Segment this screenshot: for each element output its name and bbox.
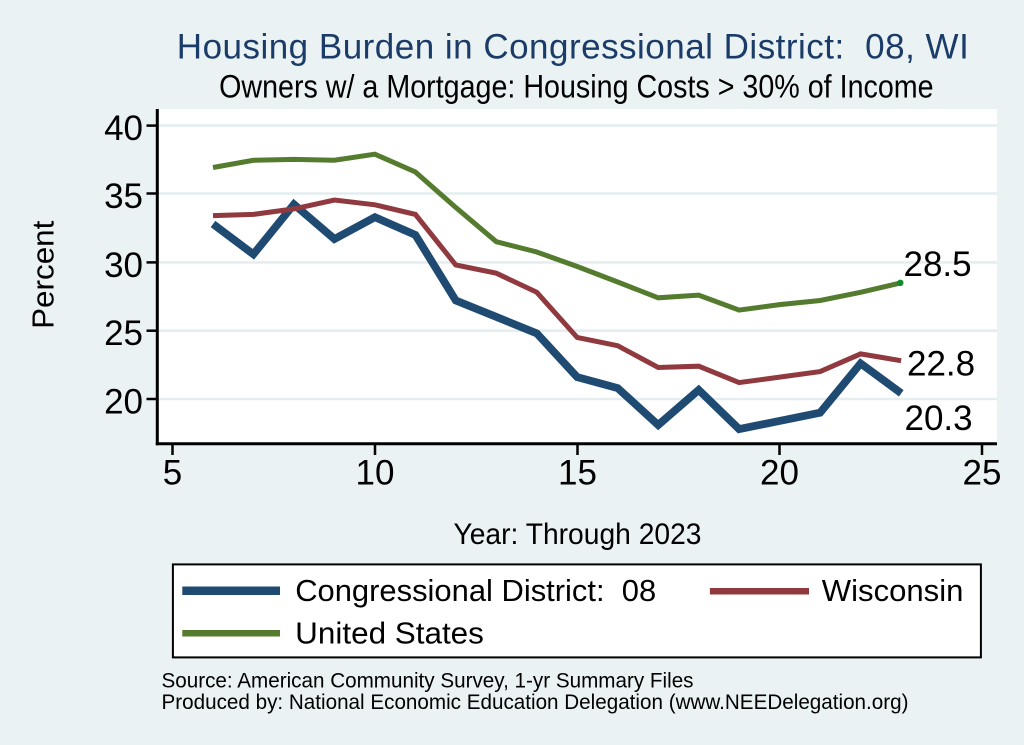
svg-text:20: 20 — [104, 383, 143, 422]
svg-text:Percent: Percent — [26, 220, 61, 329]
svg-text:22.8: 22.8 — [907, 344, 975, 383]
svg-text:Produced by: National Economic: Produced by: National Economic Education… — [162, 691, 909, 714]
svg-text:Year: Through 2023: Year: Through 2023 — [454, 518, 702, 551]
svg-text:United States: United States — [295, 616, 484, 651]
svg-text:Wisconsin: Wisconsin — [822, 573, 964, 608]
svg-text:25: 25 — [104, 314, 143, 353]
svg-text:28.5: 28.5 — [904, 245, 972, 284]
svg-text:20: 20 — [760, 454, 799, 493]
svg-text:Source: American Community Sur: Source: American Community Survey, 1-yr … — [162, 670, 694, 693]
svg-text:35: 35 — [104, 177, 143, 216]
svg-text:20.3: 20.3 — [905, 399, 973, 438]
svg-text:25: 25 — [963, 454, 1002, 493]
svg-text:Housing Burden in Congressiona: Housing Burden in Congressional District… — [177, 28, 969, 67]
svg-text:5: 5 — [163, 454, 182, 493]
svg-text:Congressional District: 08: Congressional District: 08 — [295, 573, 656, 608]
svg-text:10: 10 — [356, 454, 395, 493]
svg-text:40: 40 — [104, 109, 143, 148]
svg-text:30: 30 — [104, 246, 143, 285]
svg-text:Owners w/ a Mortgage: Housing: Owners w/ a Mortgage: Housing Costs > 30… — [219, 69, 934, 105]
svg-text:15: 15 — [558, 454, 597, 493]
